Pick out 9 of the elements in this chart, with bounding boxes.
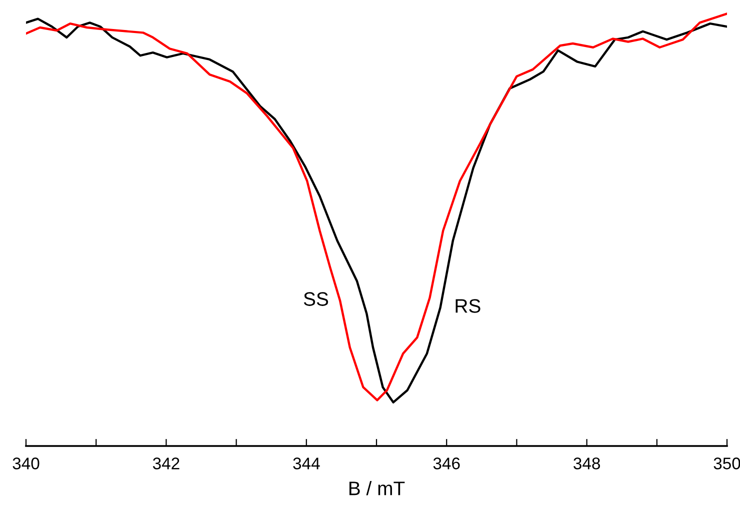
x-tick-label: 344	[293, 458, 320, 470]
series-label: SS	[304, 292, 328, 306]
x-tick-label: 340	[12, 458, 40, 470]
x-tick-label: 346	[433, 458, 460, 470]
x-tick-label: 342	[152, 458, 180, 470]
x-tick-label: 348	[574, 458, 600, 470]
series-label: RS	[456, 299, 480, 313]
x-axis-title: B / mT	[349, 480, 405, 496]
x-tick-label: 350	[714, 458, 740, 470]
